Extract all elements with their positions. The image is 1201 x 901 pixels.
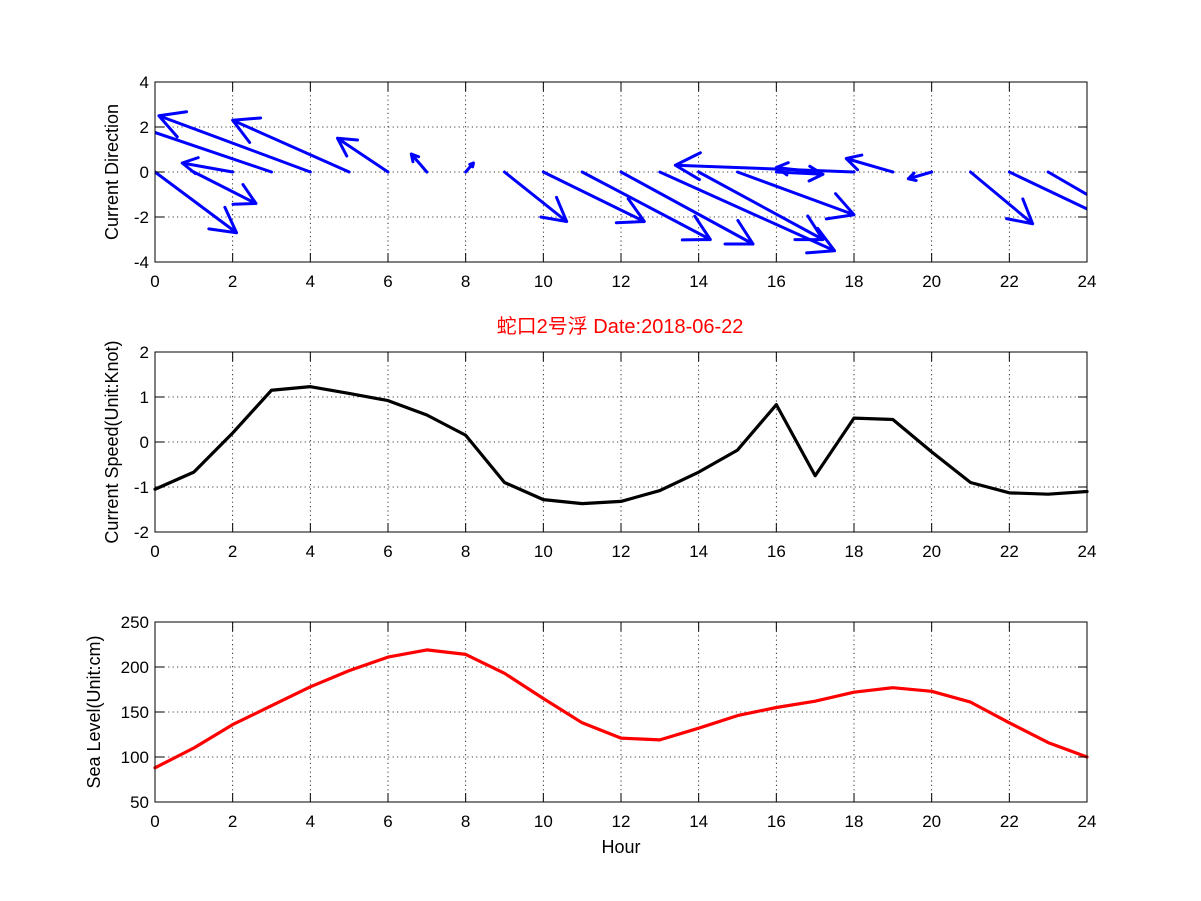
y-axis-label: Current Speed(Unit:Knot) xyxy=(102,340,122,543)
y-axis-label: Sea Level(Unit:cm) xyxy=(84,635,104,788)
y-tick-label: 2 xyxy=(140,118,149,137)
current-arrow xyxy=(155,130,273,174)
current-arrow xyxy=(336,136,390,174)
x-tick-label: 18 xyxy=(845,812,864,831)
y-tick-label: 0 xyxy=(140,163,149,182)
x-tick-label: 20 xyxy=(922,812,941,831)
x-tick-label: 18 xyxy=(845,272,864,291)
y-axis-label: Current Direction xyxy=(102,104,122,240)
current-arrow xyxy=(155,170,239,235)
figure-title: 蛇口2号浮 Date:2018-06-22 xyxy=(497,315,744,338)
x-tick-label: 22 xyxy=(1000,812,1019,831)
current-arrow xyxy=(503,170,569,223)
x-tick-label: 24 xyxy=(1078,812,1097,831)
x-tick-label: 20 xyxy=(922,542,941,561)
current-arrow xyxy=(464,161,475,174)
current-arrow xyxy=(906,170,934,182)
y-tick-label: 2 xyxy=(140,343,149,362)
x-tick-label: 8 xyxy=(461,542,470,561)
arrows-group xyxy=(155,110,1087,255)
sea-level-line xyxy=(153,648,1089,770)
current-arrow xyxy=(1007,170,1087,211)
y-tick-label: -1 xyxy=(134,478,149,497)
current-arrow xyxy=(580,170,712,242)
x-tick-label: 14 xyxy=(689,272,708,291)
current-arrow xyxy=(1046,170,1087,197)
y-tick-label: 150 xyxy=(121,703,149,722)
current-arrow xyxy=(658,170,837,255)
x-tick-label: 22 xyxy=(1000,272,1019,291)
x-tick-label: 0 xyxy=(150,542,159,561)
y-tick-label: -2 xyxy=(134,208,149,227)
x-tick-label: 0 xyxy=(150,812,159,831)
current-arrow xyxy=(619,170,755,246)
x-tick-label: 12 xyxy=(612,812,631,831)
current-arrow xyxy=(541,170,646,225)
x-tick-label: 10 xyxy=(534,542,553,561)
x-tick-label: 6 xyxy=(383,812,392,831)
x-tick-label: 6 xyxy=(383,272,392,291)
x-tick-label: 22 xyxy=(1000,542,1019,561)
x-tick-label: 4 xyxy=(306,272,315,291)
x-tick-label: 10 xyxy=(534,272,553,291)
y-tick-label: -4 xyxy=(134,253,149,272)
y-tick-label: 0 xyxy=(140,433,149,452)
x-tick-label: 18 xyxy=(845,542,864,561)
current-arrow xyxy=(697,170,825,242)
current-speed-line xyxy=(153,385,1089,506)
current-arrow xyxy=(736,170,856,221)
x-tick-label: 2 xyxy=(228,542,237,561)
x-tick-label: 12 xyxy=(612,272,631,291)
current-arrow xyxy=(180,156,235,176)
x-tick-label: 16 xyxy=(767,812,786,831)
current-arrow xyxy=(157,110,312,174)
x-tick-label: 10 xyxy=(534,812,553,831)
y-tick-label: 100 xyxy=(121,748,149,767)
x-tick-label: 8 xyxy=(461,812,470,831)
x-axis-label: Hour xyxy=(601,837,640,857)
y-tick-label: -2 xyxy=(134,523,149,542)
current-arrow xyxy=(409,152,429,174)
y-tick-label: 200 xyxy=(121,658,149,677)
x-tick-label: 8 xyxy=(461,272,470,291)
x-tick-label: 20 xyxy=(922,272,941,291)
x-tick-label: 6 xyxy=(383,542,392,561)
x-tick-label: 4 xyxy=(306,812,315,831)
x-tick-label: 24 xyxy=(1078,272,1097,291)
y-tick-label: 50 xyxy=(130,793,149,812)
y-tick-label: 1 xyxy=(140,388,149,407)
x-tick-label: 2 xyxy=(228,812,237,831)
x-tick-label: 14 xyxy=(689,812,708,831)
x-tick-label: 0 xyxy=(150,272,159,291)
current-arrow xyxy=(192,170,258,206)
current-arrow xyxy=(969,170,1035,226)
current-arrow xyxy=(231,116,351,174)
x-tick-label: 2 xyxy=(228,272,237,291)
x-tick-label: 24 xyxy=(1078,542,1097,561)
y-tick-label: 250 xyxy=(121,613,149,632)
x-tick-label: 4 xyxy=(306,542,315,561)
x-tick-label: 16 xyxy=(767,272,786,291)
current-arrow xyxy=(673,151,856,182)
y-tick-label: 4 xyxy=(140,73,149,92)
x-tick-label: 16 xyxy=(767,542,786,561)
x-tick-label: 12 xyxy=(612,542,631,561)
x-tick-label: 14 xyxy=(689,542,708,561)
current-arrow xyxy=(844,153,895,174)
